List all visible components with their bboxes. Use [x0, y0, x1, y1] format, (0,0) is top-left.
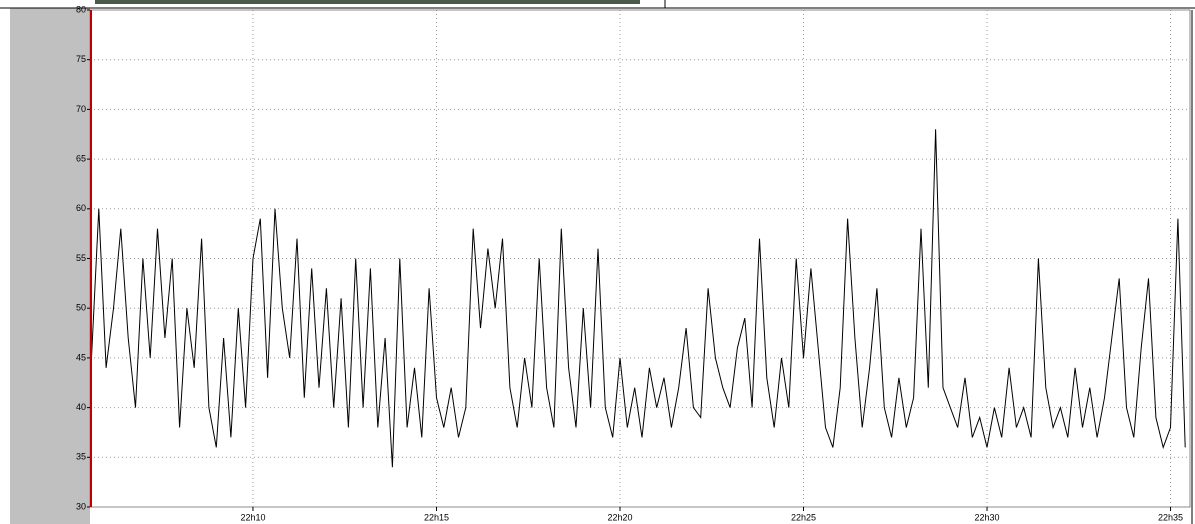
y-tick-label: 80 — [76, 4, 86, 14]
series-line — [91, 129, 1186, 468]
y-tick-label: 45 — [76, 352, 86, 362]
y-tick-label: 40 — [76, 402, 86, 412]
y-tick-label: 50 — [76, 303, 86, 313]
x-tick-label: 22h20 — [607, 512, 632, 522]
x-tick-label: 22h30 — [975, 512, 1000, 522]
y-tick-label: 75 — [76, 54, 86, 64]
y-tick-label: 55 — [76, 253, 86, 263]
y-tick-label: 60 — [76, 203, 86, 213]
y-tick-label: 65 — [76, 153, 86, 163]
thumbnail-strip — [95, 0, 640, 4]
x-tick-label: 22h25 — [791, 512, 816, 522]
y-tick-label: 30 — [76, 501, 86, 511]
x-tick-label: 22h35 — [1158, 512, 1183, 522]
x-tick-label: 22h15 — [424, 512, 449, 522]
side-panel — [10, 8, 90, 524]
y-tick-label: 35 — [76, 452, 86, 462]
x-tick-label: 22h10 — [240, 512, 265, 522]
y-tick-label: 70 — [76, 104, 86, 114]
